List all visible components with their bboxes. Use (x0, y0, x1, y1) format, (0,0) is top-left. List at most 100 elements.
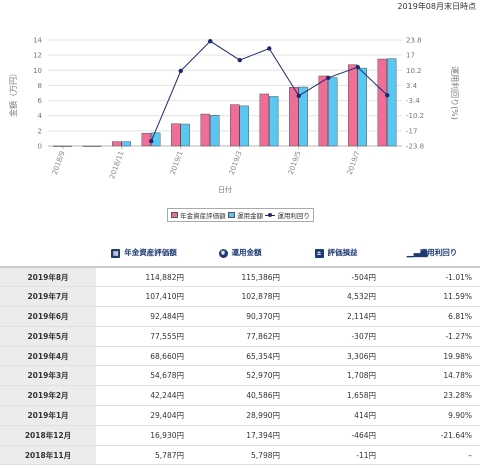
cell-month: 2019年3月 (0, 365, 96, 387)
bar-invest (328, 77, 338, 147)
chart-legend: 年金資産評価額 運用金額 運用利回り (167, 208, 314, 222)
bar-asset (348, 64, 358, 147)
y2-tick-label: -3.4 (406, 97, 420, 105)
bar-invest (298, 86, 308, 147)
y2-tick-label: -10.2 (406, 112, 424, 120)
monthly-table: ▦ 年金資産評価額 ¥ 運用金額 ± 評価損益 ▁▃▅運用利回り 2019年8月 114… (0, 239, 480, 466)
table-row: 2019年3月 54,678円 52,970円 1,708円 14.78% (0, 365, 480, 387)
cell-asset: 114,882円 (96, 267, 192, 288)
plus-minus-icon: ± (314, 248, 324, 258)
cell-asset: 77,555円 (96, 326, 192, 347)
cell-yield: 14.78% (384, 365, 480, 387)
cell-month: 2019年4月 (0, 346, 96, 367)
cell-asset: 16,930円 (96, 425, 192, 446)
cell-pl: -464円 (288, 425, 384, 446)
bar-invest (92, 145, 102, 147)
header-asset-label: 年金資産評価額 (124, 248, 177, 257)
cell-invest: 40,586円 (192, 385, 288, 407)
table-row: 2019年1月 29,404円 28,990円 414円 9.90% (0, 405, 480, 426)
bar-invest (180, 123, 190, 147)
y-tick-label: 10 (33, 67, 42, 75)
x-tick-label: 2019/3 (228, 150, 244, 176)
cell-invest: 52,970円 (192, 365, 288, 387)
cell-yield: -1.01% (384, 267, 480, 288)
y-tick-label: 12 (33, 52, 42, 60)
cell-pl: 2,114円 (288, 306, 384, 327)
legend-label-asset: 年金資産評価額 (180, 212, 226, 220)
as-of-date: 2019年08月末日時点 (397, 2, 476, 11)
yield-point (267, 46, 272, 51)
header-invest: ¥ 運用金額 (192, 239, 288, 268)
y-tick-label: 8 (38, 82, 42, 90)
bar-invest (62, 145, 72, 147)
yield-point (149, 138, 154, 144)
cell-month: 2018年12月 (0, 425, 96, 446)
yield-point (208, 38, 213, 44)
yen-coin-icon: ¥ (218, 248, 228, 258)
yield-point (296, 93, 301, 99)
y-tick-label: 4 (38, 112, 43, 120)
bar-asset (171, 123, 181, 147)
y2-tick-label: 23.8 (406, 37, 422, 45)
cell-invest: 17,394円 (192, 425, 288, 446)
header-invest-label: 運用金額 (231, 248, 262, 257)
cell-yield: – (384, 445, 480, 466)
cell-asset: 54,678円 (96, 365, 192, 387)
cell-invest: 5,798円 (192, 445, 288, 466)
header-pl: ± 評価損益 (288, 239, 384, 268)
cell-month: 2019年1月 (0, 405, 96, 426)
x-tick-label: 2018/11 (108, 150, 125, 180)
bar-invest (269, 96, 279, 147)
bar-invest (357, 67, 367, 147)
bar-invest (239, 105, 249, 147)
cell-month: 2019年7月 (0, 286, 96, 308)
bar-invest (210, 115, 220, 147)
cell-invest: 65,354円 (192, 346, 288, 367)
cell-pl: -504円 (288, 267, 384, 288)
yield-point (385, 93, 390, 98)
y2-tick-label: 3.4 (406, 82, 418, 90)
legend-swatch-invest (227, 212, 235, 218)
cell-month: 2019年5月 (0, 326, 96, 347)
x-tick-label: 2019/1 (169, 150, 185, 176)
cell-yield: 6.81% (384, 306, 480, 327)
legend-label-yield: 運用利回り (277, 212, 310, 220)
y2-tick-label: -17 (406, 127, 417, 135)
yield-point (355, 64, 360, 70)
cell-invest: 115,386円 (192, 267, 288, 288)
table-row: 2018年12月 16,930円 17,394円 -464円 -21.64% (0, 425, 480, 446)
table-row: 2019年7月 107,410円 102,878円 4,532円 11.59% (0, 286, 480, 308)
yield-point (326, 75, 331, 81)
header-yield-label: 運用利回り (419, 248, 458, 257)
bar-invest (121, 141, 131, 147)
y2-tick-label: -23.8 (406, 143, 424, 151)
x-tick-label: 2019/5 (287, 150, 303, 176)
legend-item-yield[interactable]: 運用利回り (265, 210, 310, 220)
cell-yield: 19.98% (384, 346, 480, 367)
cell-month: 2019年8月 (0, 267, 96, 288)
cell-pl: -307円 (288, 326, 384, 347)
cell-pl: 1,658円 (288, 385, 384, 407)
cell-asset: 42,244円 (96, 385, 192, 407)
legend-swatch-yield (265, 212, 276, 218)
legend-item-invest[interactable]: 運用金額 (227, 210, 263, 220)
bar-invest (151, 132, 161, 147)
header-pl-label: 評価損益 (327, 248, 358, 257)
bar-asset (82, 145, 92, 147)
bar-chart-icon: ▁▃▅ (406, 247, 428, 258)
x-tick-label: 2019/7 (346, 150, 362, 176)
cell-yield: 23.28% (384, 385, 480, 407)
bar-asset (200, 113, 210, 147)
cell-yield: -1.27% (384, 326, 480, 347)
y2-tick-label: 17 (406, 52, 415, 60)
cell-yield: 11.59% (384, 286, 480, 308)
legend-item-asset[interactable]: 年金資産評価額 (171, 210, 226, 220)
y-axis-title: 金額（万円） (8, 69, 18, 117)
yield-point (237, 57, 242, 63)
cell-pl: 3,306円 (288, 346, 384, 367)
y-tick-label: 0 (38, 143, 42, 151)
cell-invest: 102,878円 (192, 286, 288, 308)
cell-month: 2019年6月 (0, 306, 96, 327)
legend-swatch-asset (171, 212, 179, 218)
y-tick-label: 6 (38, 97, 43, 105)
